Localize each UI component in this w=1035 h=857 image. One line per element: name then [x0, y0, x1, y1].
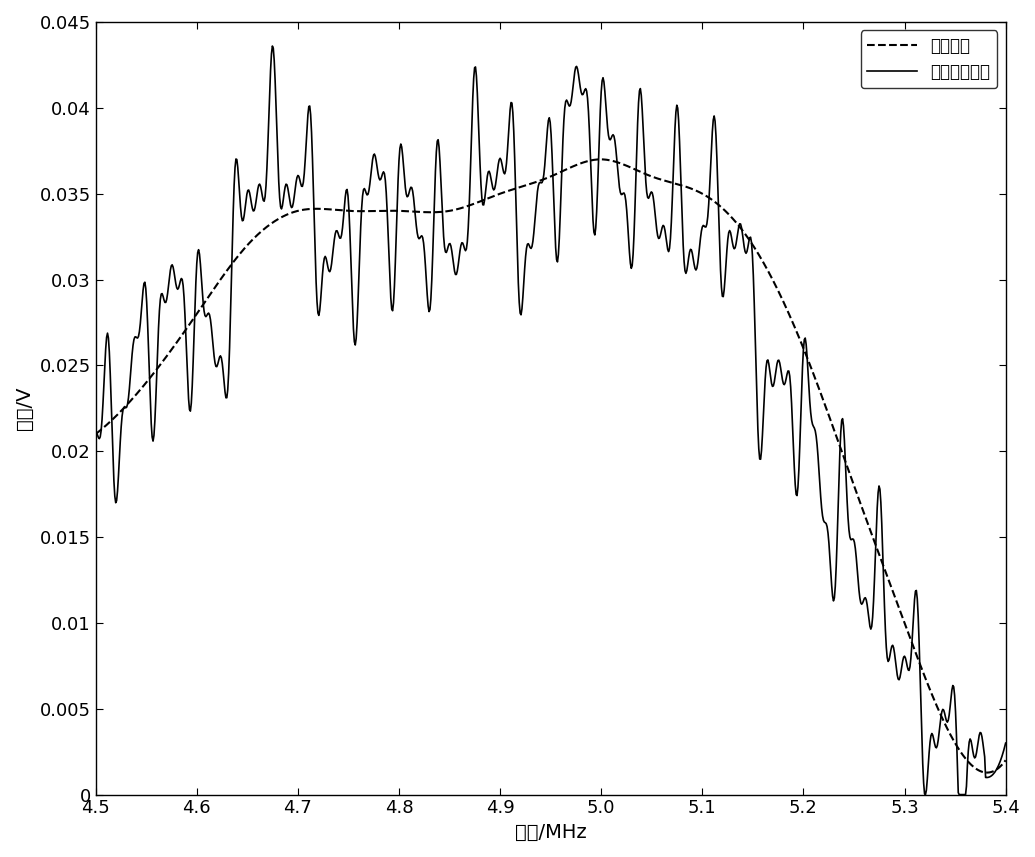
Line: 滤波后的信号: 滤波后的信号 — [95, 159, 1006, 773]
原始信号 — [492, 165, 504, 176]
滤波后的信号 — [89, 428, 101, 439]
原始信号 — [1000, 738, 1012, 748]
滤波后的信号 — [182, 321, 195, 331]
原始信号 — [89, 428, 101, 438]
滤波后的信号 — [594, 154, 607, 165]
Legend: 原始信号, 滤波后的信号: 原始信号, 滤波后的信号 — [861, 30, 998, 88]
Line: 原始信号: 原始信号 — [95, 46, 1006, 794]
Y-axis label: 幅值/V: 幅值/V — [14, 387, 34, 430]
原始信号 — [266, 41, 278, 51]
滤波后的信号 — [981, 768, 994, 778]
滤波后的信号 — [715, 202, 728, 213]
滤波后的信号 — [1000, 755, 1012, 765]
原始信号 — [182, 394, 195, 405]
原始信号 — [459, 243, 471, 254]
滤波后的信号 — [457, 202, 470, 213]
滤波后的信号 — [800, 350, 812, 360]
滤波后的信号 — [817, 393, 829, 404]
原始信号 — [800, 339, 812, 350]
滤波后的信号 — [491, 190, 503, 201]
原始信号 — [817, 511, 829, 521]
原始信号 — [919, 789, 932, 800]
原始信号 — [715, 282, 728, 292]
X-axis label: 频率/MHz: 频率/MHz — [514, 823, 587, 842]
